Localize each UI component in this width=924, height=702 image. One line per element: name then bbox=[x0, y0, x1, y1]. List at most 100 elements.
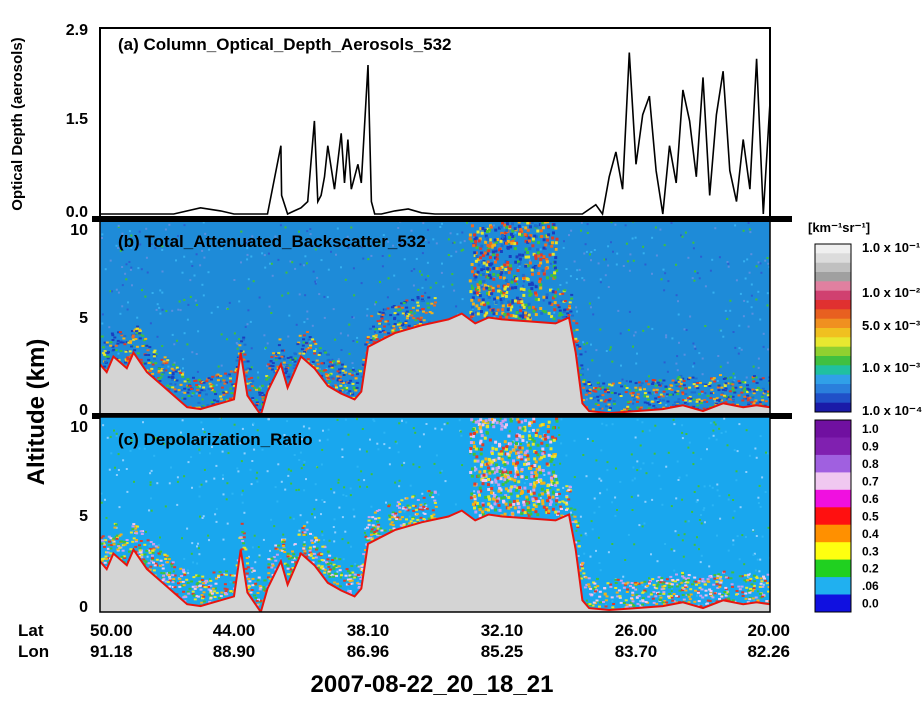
aerosol-layer-pixel bbox=[619, 601, 623, 604]
aerosol-layer-pixel bbox=[293, 360, 297, 363]
aerosol-layer-pixel bbox=[684, 393, 688, 396]
signal-speckle bbox=[761, 393, 764, 396]
aerosol-layer-pixel bbox=[635, 596, 639, 599]
signal-speckle bbox=[421, 492, 424, 495]
cloud-pixel bbox=[479, 256, 482, 260]
cloud-pixel bbox=[483, 229, 487, 232]
signal-speckle bbox=[700, 255, 703, 258]
cloud-pixel bbox=[512, 502, 516, 506]
cloud-pixel bbox=[497, 503, 501, 507]
cloud-pixel bbox=[509, 489, 513, 493]
cloud-pixel bbox=[472, 441, 475, 445]
signal-speckle bbox=[327, 268, 330, 271]
signal-speckle bbox=[700, 554, 703, 557]
signal-speckle bbox=[373, 420, 376, 423]
aerosol-layer-pixel bbox=[168, 386, 172, 389]
cloud-pixel bbox=[497, 489, 501, 493]
signal-speckle bbox=[750, 306, 753, 309]
aerosol-layer-pixel bbox=[120, 555, 124, 558]
signal-speckle bbox=[648, 375, 650, 378]
aerosol-layer-pixel bbox=[762, 575, 765, 578]
cloud-pixel bbox=[481, 265, 485, 269]
signal-speckle bbox=[458, 419, 461, 422]
aerosol-layer-pixel bbox=[376, 534, 380, 537]
aerosol-layer-pixel bbox=[103, 561, 107, 564]
signal-speckle bbox=[687, 446, 690, 449]
aerosol-layer-pixel bbox=[235, 367, 239, 370]
aerosol-layer-pixel bbox=[675, 595, 679, 597]
cloud-pixel bbox=[503, 223, 507, 227]
signal-speckle bbox=[195, 353, 198, 355]
signal-speckle bbox=[356, 465, 359, 468]
aerosol-layer-pixel bbox=[589, 397, 593, 400]
aerosol-layer-pixel bbox=[326, 558, 330, 561]
aerosol-layer-pixel bbox=[629, 601, 633, 604]
signal-speckle bbox=[149, 472, 152, 475]
signal-speckle bbox=[677, 313, 680, 316]
signal-speckle bbox=[121, 232, 124, 235]
signal-speckle bbox=[703, 485, 706, 488]
cloud-pixel bbox=[503, 512, 507, 516]
cloud-pixel bbox=[539, 286, 543, 290]
cloud-pixel bbox=[511, 299, 515, 303]
signal-speckle bbox=[177, 308, 180, 311]
aerosol-layer-pixel bbox=[310, 539, 314, 542]
aerosol-layer-pixel bbox=[712, 583, 716, 586]
cloud-pixel bbox=[496, 296, 500, 300]
aerosol-layer-pixel bbox=[152, 561, 155, 564]
signal-speckle bbox=[694, 347, 697, 350]
signal-speckle bbox=[316, 276, 319, 279]
cloud-pixel bbox=[551, 491, 555, 495]
signal-speckle bbox=[732, 543, 735, 546]
signal-speckle bbox=[317, 540, 320, 543]
signal-speckle bbox=[425, 504, 428, 507]
aerosol-layer-pixel bbox=[230, 392, 234, 395]
aerosol-layer-pixel bbox=[374, 328, 378, 331]
signal-speckle bbox=[292, 237, 295, 240]
aerosol-layer-pixel bbox=[658, 599, 662, 601]
signal-speckle bbox=[175, 259, 177, 262]
aerosol-layer-pixel bbox=[677, 398, 681, 401]
aerosol-layer-pixel bbox=[303, 552, 307, 555]
aerosol-layer-pixel bbox=[196, 389, 200, 392]
aerosol-layer-pixel bbox=[332, 566, 336, 569]
signal-speckle bbox=[105, 516, 108, 519]
backscatter-heatmap bbox=[100, 220, 770, 415]
aerosol-layer-pixel bbox=[759, 582, 763, 585]
signal-speckle bbox=[276, 500, 279, 503]
signal-speckle bbox=[599, 328, 602, 331]
cloud-pixel bbox=[546, 425, 550, 428]
cloud-pixel bbox=[540, 487, 544, 491]
signal-speckle bbox=[595, 549, 597, 552]
aerosol-layer-pixel bbox=[310, 552, 314, 555]
aerosol-layer-pixel bbox=[718, 400, 722, 402]
cloud-pixel bbox=[522, 500, 526, 504]
cloud-pixel bbox=[524, 264, 528, 268]
signal-speckle bbox=[115, 288, 118, 291]
signal-speckle bbox=[130, 246, 133, 249]
aerosol-layer-pixel bbox=[424, 311, 428, 314]
cloud-pixel bbox=[488, 471, 492, 475]
signal-speckle bbox=[732, 516, 735, 519]
signal-speckle bbox=[670, 548, 673, 551]
aerosol-layer-pixel bbox=[758, 585, 762, 588]
aerosol-layer-pixel bbox=[282, 543, 286, 546]
aod-series-group bbox=[100, 52, 770, 216]
signal-speckle bbox=[514, 481, 517, 484]
signal-speckle bbox=[580, 221, 583, 224]
cloud-pixel bbox=[516, 502, 520, 506]
aerosol-layer-pixel bbox=[316, 566, 320, 569]
aerosol-layer-pixel bbox=[563, 289, 567, 292]
aerosol-layer-pixel bbox=[340, 363, 344, 366]
aerosol-layer-pixel bbox=[724, 382, 728, 385]
cloud-pixel bbox=[470, 263, 474, 266]
signal-speckle bbox=[673, 569, 676, 572]
aerosol-layer-pixel bbox=[211, 375, 215, 378]
aerosol-layer-pixel bbox=[267, 576, 270, 579]
signal-speckle bbox=[676, 355, 679, 358]
aerosol-layer-pixel bbox=[598, 394, 602, 397]
aerosol-layer-pixel bbox=[141, 334, 145, 337]
signal-speckle bbox=[279, 557, 282, 560]
signal-speckle bbox=[189, 279, 192, 282]
aerosol-layer-pixel bbox=[251, 380, 255, 383]
